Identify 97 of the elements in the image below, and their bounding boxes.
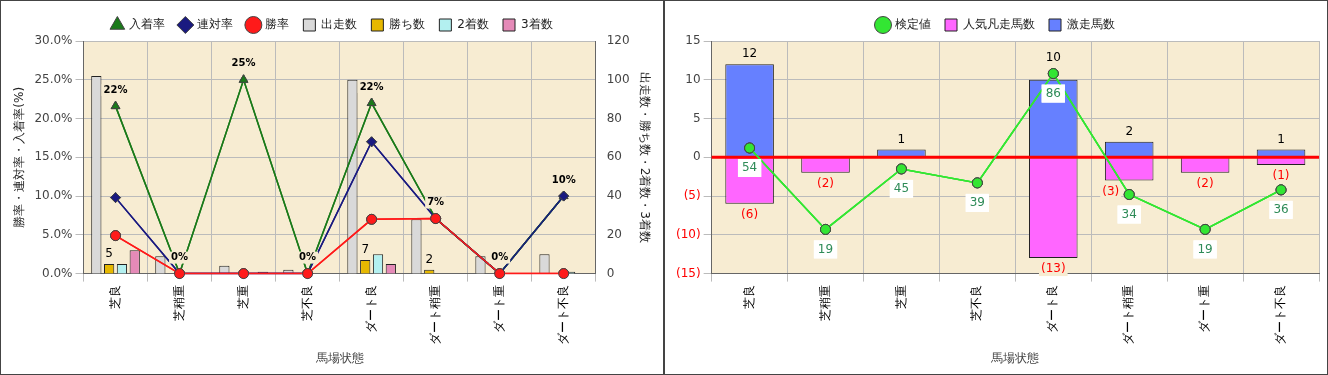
x-tick-label: 芝良 xyxy=(107,284,122,309)
data-label: 2 xyxy=(425,251,434,266)
legend-label: 勝ち数 xyxy=(389,17,426,32)
data-label: 45 xyxy=(893,181,910,196)
y-tick-label: 0.0% xyxy=(42,265,73,280)
point xyxy=(366,213,378,225)
data-label: 0% xyxy=(299,251,317,263)
y-tick-label: (10) xyxy=(675,226,701,241)
x-axis-title: 馬場状態 xyxy=(990,350,1040,365)
data-label: (1) xyxy=(1272,168,1290,183)
legend-label: 激走馬数 xyxy=(1067,17,1115,32)
y-tick-label: 10.0% xyxy=(34,188,73,203)
data-label: 19 xyxy=(817,241,834,256)
data-label: 34 xyxy=(1121,206,1137,221)
x-tick-label: ダート重 xyxy=(1197,284,1212,333)
x-tick-label: ダート稍重 xyxy=(427,284,442,345)
x-tick-label: 芝重 xyxy=(235,284,250,309)
point xyxy=(366,136,378,148)
x-tick-label: ダート良 xyxy=(1045,284,1060,333)
data-label: 5 xyxy=(105,246,113,261)
y-tick-label: 0 xyxy=(692,149,701,164)
legend-label: 連対率 xyxy=(197,17,234,32)
data-label: 39 xyxy=(969,195,985,210)
y2-tick-label: 100 xyxy=(606,71,630,86)
y-tick-label: (15) xyxy=(675,265,701,280)
data-label: 12 xyxy=(741,46,758,61)
data-label: (2) xyxy=(817,175,835,190)
data-label: 0% xyxy=(171,251,189,263)
point xyxy=(366,97,377,107)
data-label: 1 xyxy=(1277,131,1285,146)
point xyxy=(1199,223,1211,235)
point xyxy=(1047,68,1059,80)
data-label: 7% xyxy=(427,196,445,208)
y2-tick-label: 60 xyxy=(606,149,622,164)
data-label: 10 xyxy=(1045,49,1061,64)
y2-tick-label: 80 xyxy=(606,110,622,125)
y-axis-title: 勝率・連対率・入着率(%) xyxy=(12,86,27,228)
data-label: (2) xyxy=(1196,175,1214,190)
x-axis-title: 馬場状態 xyxy=(314,350,364,365)
point xyxy=(1275,184,1287,196)
x-tick-label: 芝重 xyxy=(893,284,908,309)
point xyxy=(744,142,756,154)
data-label: 0% xyxy=(491,251,509,263)
x-tick-label: 芝稍重 xyxy=(817,284,832,321)
x-tick-label: 芝不良 xyxy=(969,284,984,321)
y-tick-label: 10 xyxy=(685,71,701,86)
data-label: 22% xyxy=(359,80,384,92)
legend-label: 2着数 xyxy=(457,17,490,32)
legend-label: 人気凡走馬数 xyxy=(963,17,1035,32)
point xyxy=(820,223,832,235)
y-tick-label: 5.0% xyxy=(42,226,73,241)
y2-tick-label: 0 xyxy=(606,265,615,280)
legend-label: 3着数 xyxy=(521,17,553,32)
x-tick-label: 芝良 xyxy=(741,284,756,309)
data-label: (6) xyxy=(741,206,759,221)
data-label: (3) xyxy=(1102,183,1120,198)
data-label: (13) xyxy=(1040,261,1066,276)
data-label: 86 xyxy=(1045,85,1061,100)
y2-axis-title: 出走数・勝ち数・2着数・3着数 xyxy=(637,71,652,243)
data-label: 19 xyxy=(1197,241,1213,256)
y2-tick-label: 20 xyxy=(606,226,622,241)
data-label: 25% xyxy=(231,57,256,69)
point xyxy=(238,74,249,83)
legend-label: 出走数 xyxy=(321,17,358,32)
data-label: 36 xyxy=(1273,201,1289,216)
data-label: 7 xyxy=(361,242,370,257)
legend-label: 入着率 xyxy=(129,17,166,32)
data-label: 1 xyxy=(897,131,906,146)
point xyxy=(895,163,907,175)
legend-label: 検定値 xyxy=(895,17,931,32)
y-tick-label: 20.0% xyxy=(34,110,73,125)
y-tick-label: 30.0% xyxy=(34,33,73,48)
x-tick-label: ダート不良 xyxy=(555,284,570,345)
x-tick-label: ダート重 xyxy=(491,284,506,333)
y2-tick-label: 40 xyxy=(606,188,622,203)
point xyxy=(558,268,570,280)
x-tick-label: ダート良 xyxy=(363,284,378,333)
y-tick-label: 5 xyxy=(692,110,701,125)
point xyxy=(110,230,122,242)
point xyxy=(110,192,122,204)
point xyxy=(1123,189,1135,201)
data-label: 54 xyxy=(741,160,758,175)
y-tick-label: 15 xyxy=(685,33,701,48)
data-label: 2 xyxy=(1125,123,1134,138)
point xyxy=(110,100,121,110)
point xyxy=(971,177,983,189)
x-tick-label: 芝稍重 xyxy=(171,284,186,321)
y2-tick-label: 120 xyxy=(606,33,630,48)
x-tick-label: 芝不良 xyxy=(299,284,314,321)
legend-label: 勝率 xyxy=(265,17,290,32)
data-label: 22% xyxy=(103,83,128,95)
x-tick-label: ダート稍重 xyxy=(1121,284,1136,345)
y-tick-label: (5) xyxy=(683,188,701,203)
y-tick-label: 15.0% xyxy=(34,149,73,164)
x-tick-label: ダート不良 xyxy=(1273,284,1288,345)
data-label: 10% xyxy=(551,173,576,185)
y-tick-label: 25.0% xyxy=(34,71,73,86)
